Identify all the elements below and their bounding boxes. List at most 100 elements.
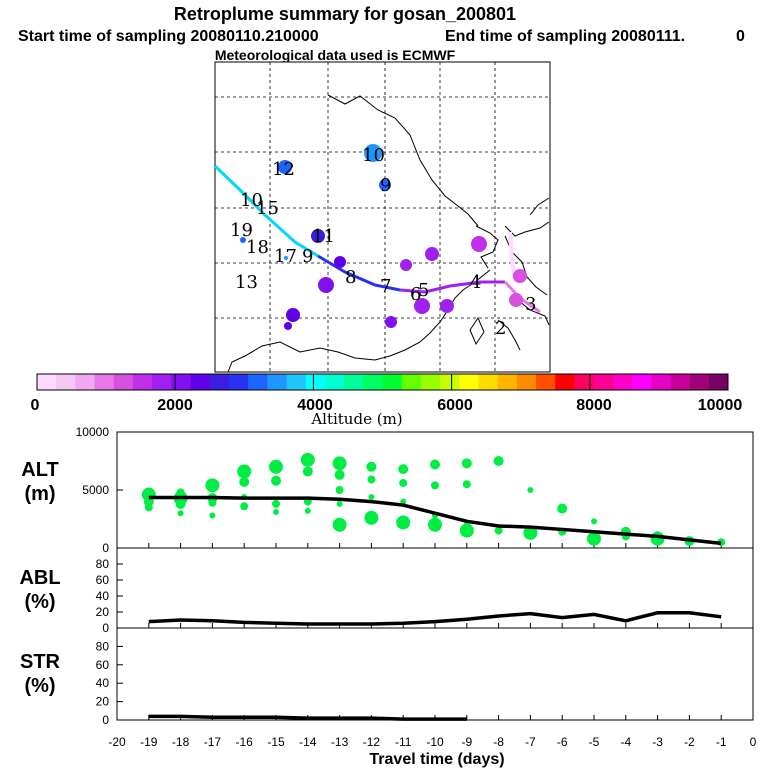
colorbar-segment <box>132 374 153 390</box>
y-tick-label: 40 <box>96 589 110 603</box>
colorbar-segment <box>248 374 268 390</box>
day-label: 17 <box>274 246 297 267</box>
colorbar-tick-label: 4000 <box>297 397 333 414</box>
y-tick-label: 0 <box>102 621 109 635</box>
y-tick-label: 60 <box>96 658 110 672</box>
colorbar-segment <box>344 374 364 390</box>
plume-cluster-point <box>300 452 315 467</box>
cluster-marker <box>364 144 382 162</box>
plume-cluster-point <box>304 507 311 514</box>
colorbar-segment <box>286 374 307 390</box>
colorbar-tick-label: 10000 <box>698 397 743 414</box>
plume-cluster-point <box>396 515 411 530</box>
plume-cluster-point <box>366 461 377 472</box>
cluster-marker <box>278 160 292 174</box>
cluster-marker <box>284 322 292 330</box>
colorbar-segment <box>555 374 575 390</box>
alt-panel-unit: (m) <box>24 483 55 505</box>
plume-cluster-point <box>591 518 597 525</box>
trajectory-segment-late <box>399 280 505 294</box>
plume-cluster-point <box>175 498 186 509</box>
trajectory-segment-early <box>213 164 319 258</box>
cluster-marker <box>385 316 397 328</box>
day-label: 4 <box>470 272 481 293</box>
x-tick-label: -5 <box>589 735 600 749</box>
figure-title: Retroplume summary for gosan_200801 <box>174 4 516 24</box>
cluster-marker <box>425 247 439 261</box>
cluster-marker <box>318 277 334 293</box>
colorbar-segment <box>497 374 518 390</box>
y-tick-label: 10000 <box>76 425 110 439</box>
x-tick-label: -11 <box>395 735 412 749</box>
str-panel-unit: (%) <box>24 675 55 697</box>
plume-cluster-point <box>176 488 185 497</box>
x-tick-label: -4 <box>620 735 631 749</box>
x-tick-label: -7 <box>525 735 536 749</box>
cluster-marker <box>286 308 300 322</box>
colorbar-segment <box>593 374 614 390</box>
plume-cluster-point <box>587 531 601 546</box>
colorbar-segment <box>689 374 710 390</box>
colorbar-axis-label: Altitude (m) <box>310 410 402 428</box>
colorbar-segment <box>56 374 76 390</box>
cluster-marker <box>440 299 454 313</box>
series-line-abl <box>148 611 722 626</box>
abl-panel-label: ABL <box>19 567 60 589</box>
colorbar-segment <box>420 374 441 390</box>
map-gridlines <box>215 62 550 372</box>
cluster-markers <box>240 144 527 330</box>
day-label: 5 <box>418 280 429 301</box>
plume-map: 10 12 9 10 15 19 18 11 17 13 9 8 7 6 5 4… <box>213 61 551 373</box>
x-tick-label: -20 <box>108 735 126 749</box>
str-panel-label: STR <box>20 651 61 673</box>
plume-cluster-point <box>335 486 344 494</box>
plume-cluster-point <box>332 456 347 471</box>
y-tick-label: 20 <box>96 605 110 619</box>
cluster-marker <box>334 256 346 268</box>
day-label: 19 <box>230 220 253 241</box>
colorbar-segment <box>94 374 115 390</box>
colorbar-tick-label: 0 <box>31 397 40 414</box>
day-label: 15 <box>256 198 279 219</box>
plume-cluster-point <box>493 456 504 466</box>
colorbar-segment <box>516 374 537 390</box>
plume-cluster-point <box>431 481 439 490</box>
colorbar-segment <box>152 374 172 390</box>
day-label: 2 <box>495 318 506 339</box>
day-label: 13 <box>235 272 258 293</box>
day-label: 18 <box>246 237 269 258</box>
x-tick-label: -2 <box>684 735 695 749</box>
day-label: 8 <box>345 267 356 288</box>
colorbar-segment <box>267 374 288 390</box>
cluster-marker <box>509 293 523 307</box>
plume-cluster-point <box>428 517 442 532</box>
plume-cluster-point <box>272 499 280 508</box>
colorbar-segment <box>382 374 403 390</box>
x-tick-label: -6 <box>557 735 568 749</box>
plume-cluster-point <box>462 480 471 489</box>
day-label: 9 <box>302 246 313 267</box>
cluster-marker <box>414 298 430 314</box>
cluster-marker <box>240 237 246 243</box>
colorbar-segment <box>324 374 345 390</box>
colorbar-segment <box>113 374 134 390</box>
abl-panel-unit: (%) <box>24 591 55 613</box>
day-label: 3 <box>525 294 536 315</box>
x-tick-label: -15 <box>267 735 285 749</box>
plume-cluster-point <box>144 503 153 512</box>
series-line-alt <box>148 495 722 546</box>
colorbar-frame <box>36 373 729 391</box>
x-tick-label: -13 <box>331 735 349 749</box>
cluster-marker <box>400 259 412 271</box>
plume-cluster-point <box>177 510 184 517</box>
panel-frame-str <box>116 627 754 721</box>
plume-cluster-point <box>209 512 216 519</box>
plume-cluster-point <box>239 476 250 487</box>
y-tick-label: 80 <box>96 639 110 653</box>
colorbar-segment <box>574 374 595 390</box>
colorbar-segment <box>190 374 211 390</box>
plume-cluster-point <box>527 487 534 493</box>
y-tick-label: 60 <box>96 573 110 587</box>
colorbar-segment <box>171 374 192 390</box>
